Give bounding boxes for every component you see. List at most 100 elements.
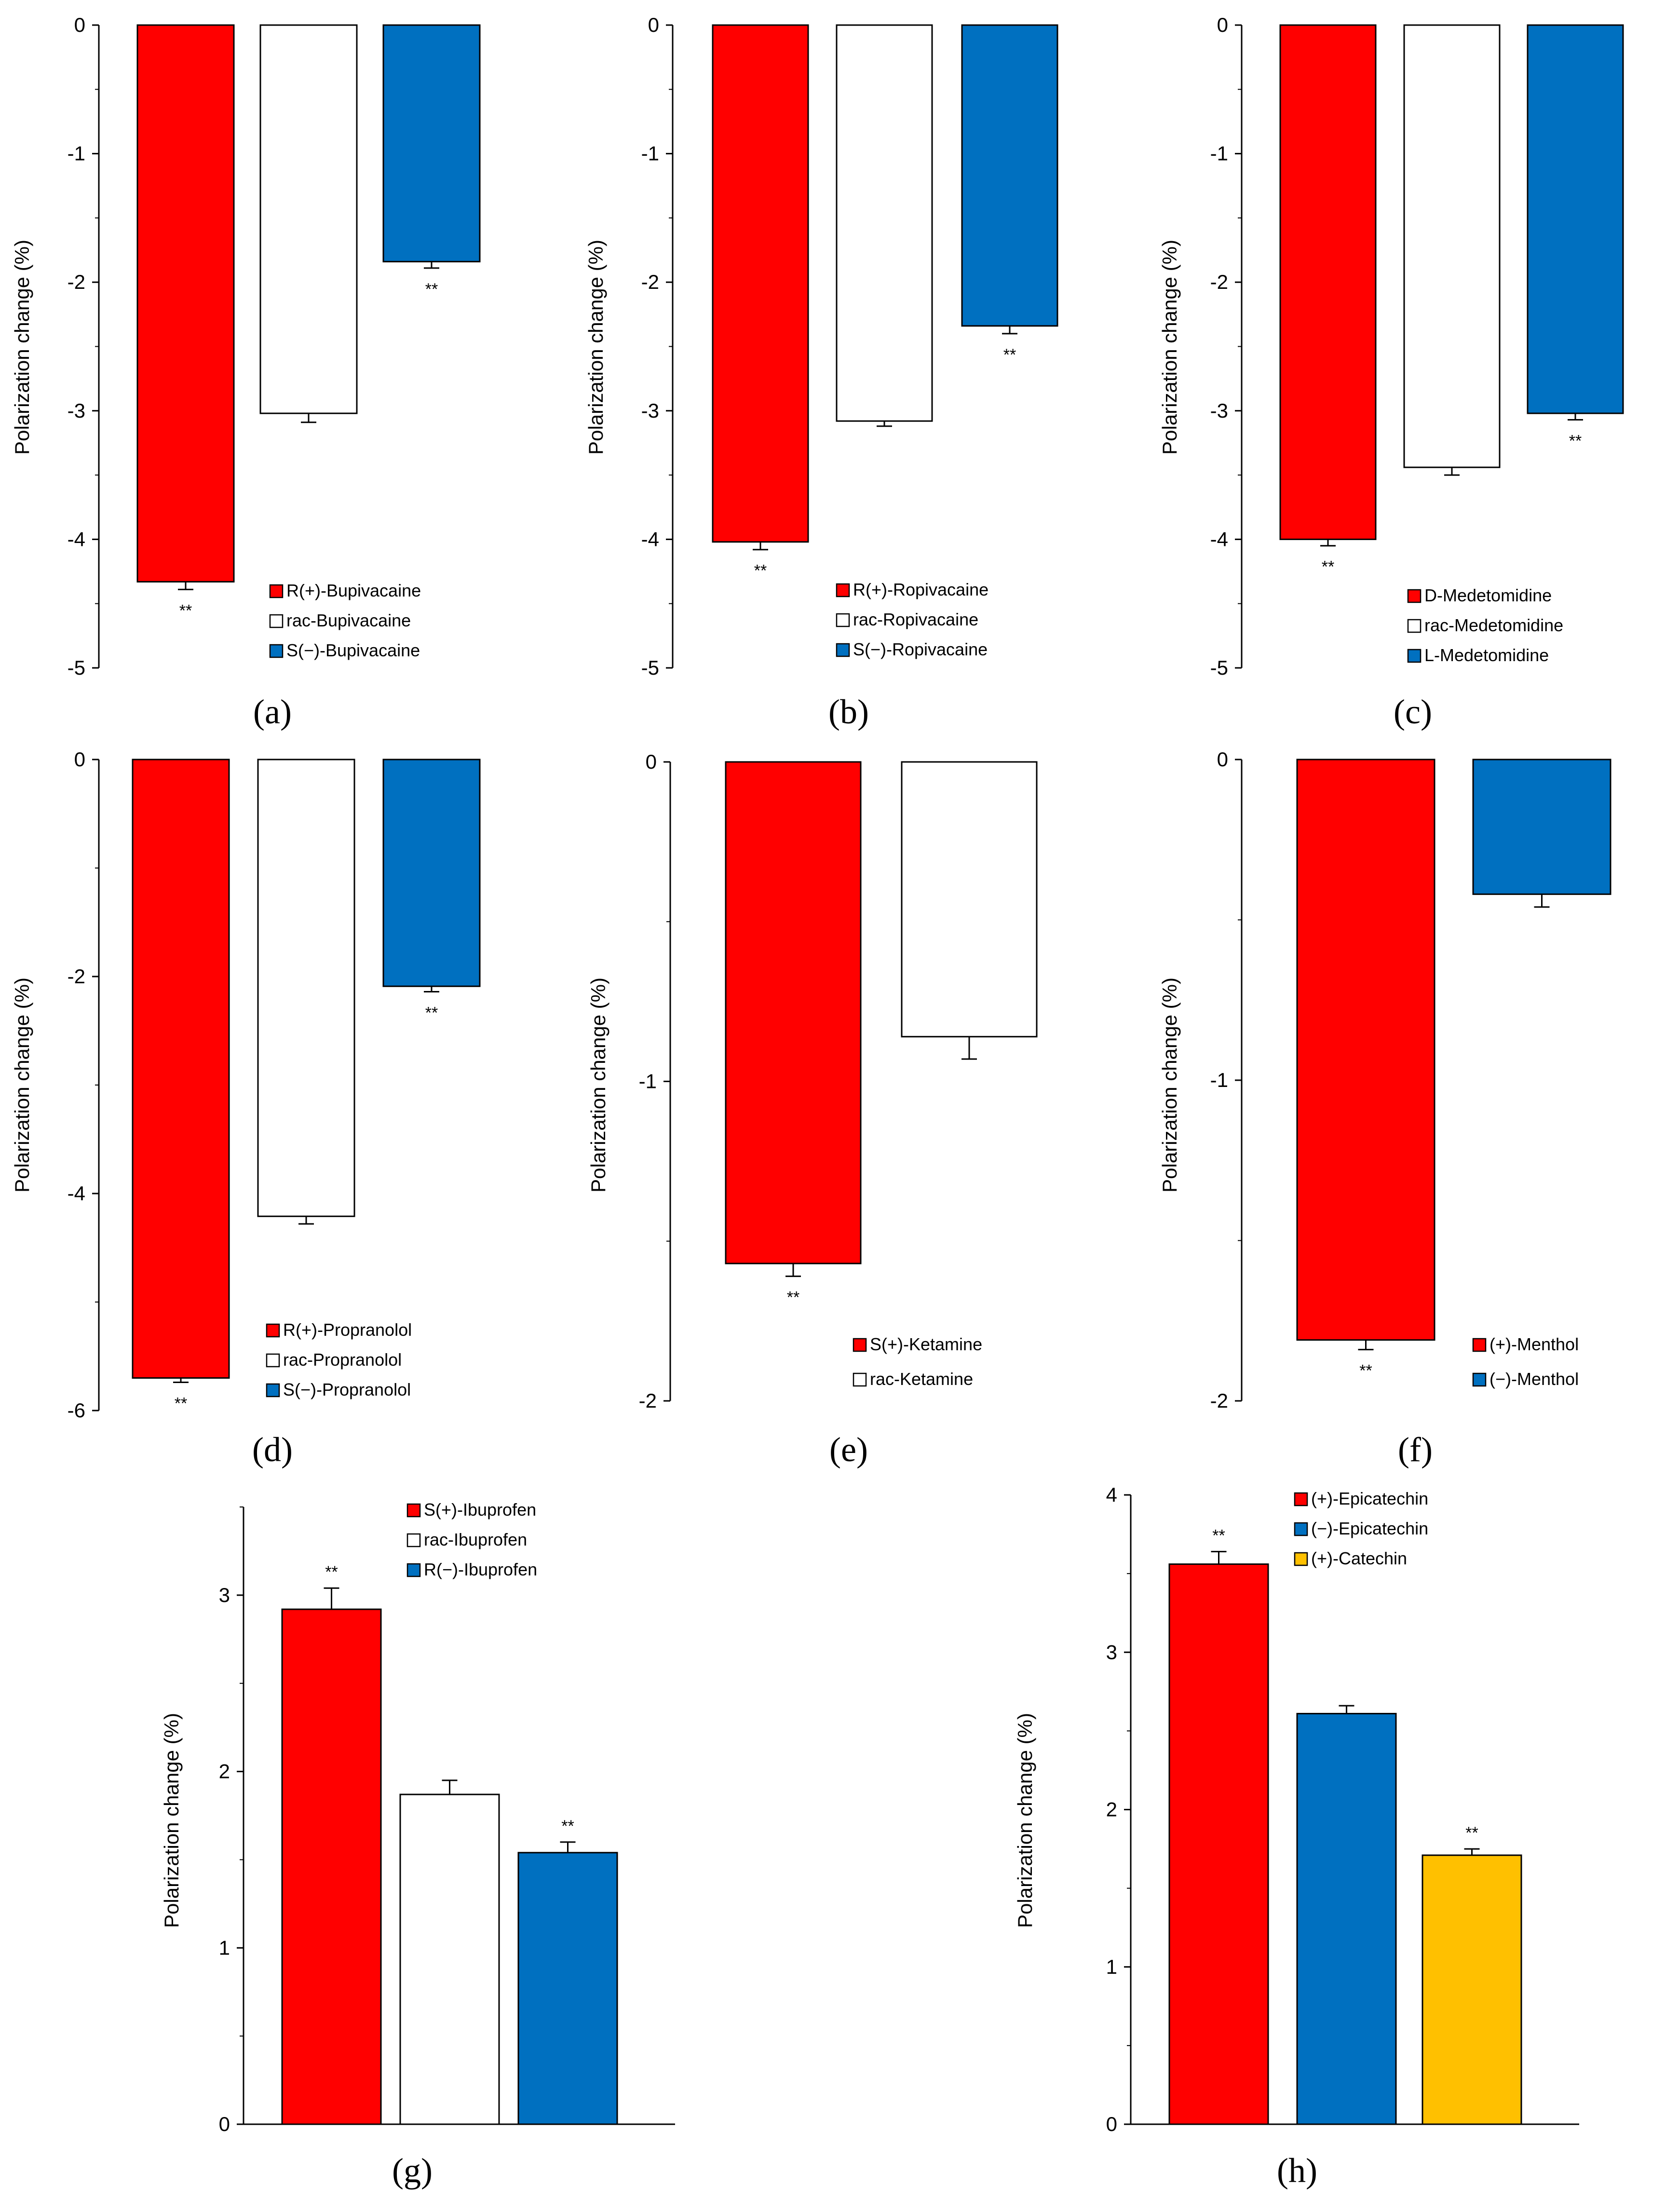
legend-swatch (406, 1503, 421, 1518)
y-tick-label: 2 (219, 1760, 230, 1783)
significance-label: ** (175, 1395, 187, 1413)
legend-label: rac-Ibuprofen (424, 1530, 527, 1549)
y-axis-title: Polarization change (%) (584, 240, 607, 455)
legend-label: S(−)-Ropivacaine (853, 639, 988, 659)
y-tick-label: -4 (68, 528, 85, 550)
significance-label: ** (425, 280, 438, 299)
y-tick-label: -1 (68, 142, 85, 165)
legend-label: rac-Ketamine (870, 1369, 973, 1389)
y-axis-title: Polarization change (%) (1158, 240, 1181, 455)
significance-label: ** (1465, 1824, 1478, 1842)
legend-swatch (1407, 649, 1422, 663)
bar-2 (259, 24, 358, 414)
legend-swatch (266, 1353, 280, 1368)
legend-swatch (269, 644, 284, 658)
y-tick-label: -4 (68, 1182, 85, 1205)
y-axis-title: Polarization change (%) (160, 1713, 183, 1928)
chart-panel-e: 0 -1 -2 Polarization change (%) ** S(+)-Ketam… (587, 750, 1038, 1469)
significance-label: ** (1322, 558, 1334, 576)
legend-swatch (1407, 619, 1422, 633)
bar-3 (961, 24, 1058, 327)
legend-swatch (269, 584, 284, 598)
y-tick-label: -6 (68, 1399, 85, 1422)
legend-swatch (836, 643, 850, 657)
legend-swatch (269, 614, 284, 628)
legend-swatch (406, 1533, 421, 1547)
legend-swatch (1407, 589, 1422, 603)
chart-panel-g: 0 1 2 3 Polarization change (%) ** ** S(+)-Ibup… (160, 1500, 675, 2190)
y-tick-label: -2 (1210, 1389, 1228, 1412)
y-tick-label: 3 (219, 1584, 230, 1606)
bar-2 (836, 24, 933, 422)
y-tick-label: 2 (1106, 1798, 1117, 1821)
panel-label: (a) (253, 692, 292, 731)
legend-swatch (1294, 1492, 1308, 1506)
panel-label: (d) (252, 1430, 293, 1469)
legend-label: (+)-Epicatechin (1311, 1489, 1428, 1508)
legend-swatch (1294, 1552, 1308, 1566)
bar-2 (1296, 1712, 1397, 2125)
y-tick-label: 0 (1217, 748, 1228, 771)
legend-swatch (1472, 1372, 1487, 1387)
y-tick-label: -2 (641, 271, 659, 293)
panel-label: (h) (1277, 2151, 1317, 2190)
bar-3 (1422, 1854, 1522, 2125)
y-tick-label: 4 (1106, 1483, 1117, 1506)
y-tick-label: -4 (641, 528, 659, 550)
legend-label: S(+)-Ibuprofen (424, 1500, 536, 1520)
panel-label: (e) (829, 1430, 868, 1469)
legend-swatch (266, 1383, 280, 1398)
bar-1 (136, 24, 235, 583)
y-tick-label: -1 (641, 142, 659, 165)
bar-1 (712, 24, 809, 543)
significance-label: ** (1569, 432, 1582, 450)
legend-label: R(+)-Propranolol (283, 1320, 412, 1340)
y-axis-title: Polarization change (%) (1014, 1713, 1036, 1928)
significance-label: ** (325, 1563, 338, 1581)
legend-label: rac-Medetomidine (1424, 615, 1563, 635)
legend-label: R(+)-Bupivacaine (286, 581, 421, 600)
bar-2 (399, 1793, 500, 2125)
y-tick-label: -2 (68, 965, 85, 988)
significance-label: ** (425, 1004, 438, 1022)
y-tick-label: -5 (68, 656, 85, 679)
legend-label: (+)-Catechin (1311, 1548, 1407, 1568)
chart-panel-f: 0 -1 -2 Polarization change (%) ** (+)-Mentho… (1158, 748, 1611, 1469)
bar-2 (257, 759, 355, 1217)
legend-label: rac-Bupivacaine (286, 611, 411, 630)
y-tick-label: -5 (1210, 656, 1228, 679)
panel-label: (g) (392, 2151, 433, 2190)
y-tick-label: -1 (639, 1070, 657, 1093)
chart-panel-h: 0 1 2 3 4 Polarization change (%) ** ** (+)-Epic… (1014, 1483, 1579, 2190)
significance-label: ** (179, 601, 192, 620)
y-tick-label: -5 (641, 656, 659, 679)
y-tick-label: -2 (1210, 271, 1228, 293)
y-axis-title: Polarization change (%) (11, 240, 33, 455)
legend-label: D-Medetomidine (1424, 585, 1552, 605)
y-tick-label: 3 (1106, 1641, 1117, 1663)
bar-2 (1472, 759, 1611, 895)
bar-1 (132, 759, 230, 1379)
panel-label: (f) (1398, 1430, 1433, 1469)
y-axis-title: Polarization change (%) (1158, 977, 1181, 1193)
legend-label: S(+)-Ketamine (870, 1334, 982, 1354)
y-tick-label: 0 (646, 750, 657, 773)
legend-label: L-Medetomidine (1424, 645, 1549, 665)
y-tick-label: 0 (74, 14, 85, 36)
chart-panel-a: 0 -1 -2 -3 -4 -5 Polarization change (%) ** ** R(… (11, 14, 481, 731)
y-tick-label: -3 (641, 399, 659, 422)
legend-swatch (406, 1563, 421, 1577)
legend-label: (−)-Menthol (1489, 1369, 1579, 1389)
y-tick-label: -3 (68, 399, 85, 422)
y-tick-label: 0 (1106, 2113, 1117, 2135)
legend-swatch (853, 1338, 867, 1352)
legend-swatch (836, 583, 850, 597)
significance-label: ** (561, 1817, 574, 1835)
legend-swatch (853, 1372, 867, 1387)
bar-1 (1168, 1563, 1269, 2125)
significance-label: ** (1359, 1362, 1372, 1380)
bar-3 (1527, 24, 1624, 414)
y-tick-label: -1 (1210, 1069, 1228, 1091)
y-axis-title: Polarization change (%) (11, 977, 33, 1193)
